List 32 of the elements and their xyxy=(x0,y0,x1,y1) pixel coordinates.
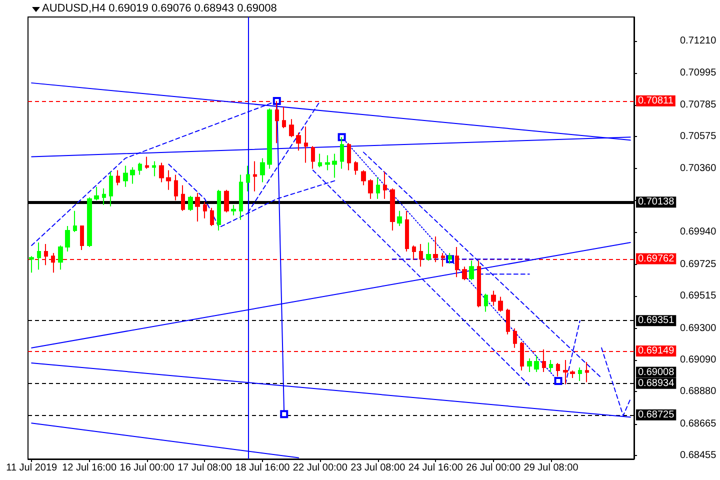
x-tick-label: 18 Jul 16:00 xyxy=(235,462,290,474)
y-tick-label: 0.71210 xyxy=(680,35,717,46)
ref-line-label: 0.68934 xyxy=(638,378,675,389)
x-tick-label: 11 Jul 2019 xyxy=(6,462,58,474)
chart-title: AUDUSD,H4 0.69019 0.69076 0.68943 0.69008 xyxy=(42,2,277,14)
y-tick-label: 0.69515 xyxy=(680,290,717,302)
ref-line-label: 0.70138 xyxy=(638,196,675,208)
y-tick-label: 0.70360 xyxy=(680,163,717,174)
y-tick-label: 0.70575 xyxy=(680,130,717,142)
x-tick-label: 24 Jul 16:00 xyxy=(408,462,464,474)
x-tick-label: 29 Jul 08:00 xyxy=(524,462,579,474)
y-tick-label: 0.70785 xyxy=(680,99,717,110)
y-tick-label: 0.69090 xyxy=(680,354,717,366)
ref-line-label: 0.70811 xyxy=(638,95,674,106)
y-tick-label: 0.68880 xyxy=(680,386,717,398)
y-tick-label: 0.68665 xyxy=(680,418,717,430)
y-tick-label: 0.68455 xyxy=(680,450,717,462)
ref-line-label: 0.68725 xyxy=(638,409,675,420)
ref-line-label: 0.69351 xyxy=(638,315,675,326)
text: 0.69008 xyxy=(638,366,675,378)
x-tick-label: 17 Jul 08:00 xyxy=(178,462,232,474)
ref-line-label: 0.69762 xyxy=(638,253,675,264)
ref-line-label: 0.69149 xyxy=(638,346,675,357)
x-tick-label: 16 Jul 00:00 xyxy=(120,462,175,474)
x-tick-label: 26 Jul 00:00 xyxy=(466,462,521,474)
y-tick-label: 0.69940 xyxy=(680,226,717,238)
y-tick-label: 0.69300 xyxy=(680,322,717,334)
x-tick-label: 23 Jul 08:00 xyxy=(350,462,406,474)
y-tick-label: 0.70995 xyxy=(680,68,717,79)
x-tick-label: 12 Jul 16:00 xyxy=(62,462,117,474)
x-tick-label: 22 Jul 00:00 xyxy=(292,462,348,474)
y-tick-label: 0.69725 xyxy=(680,258,717,270)
